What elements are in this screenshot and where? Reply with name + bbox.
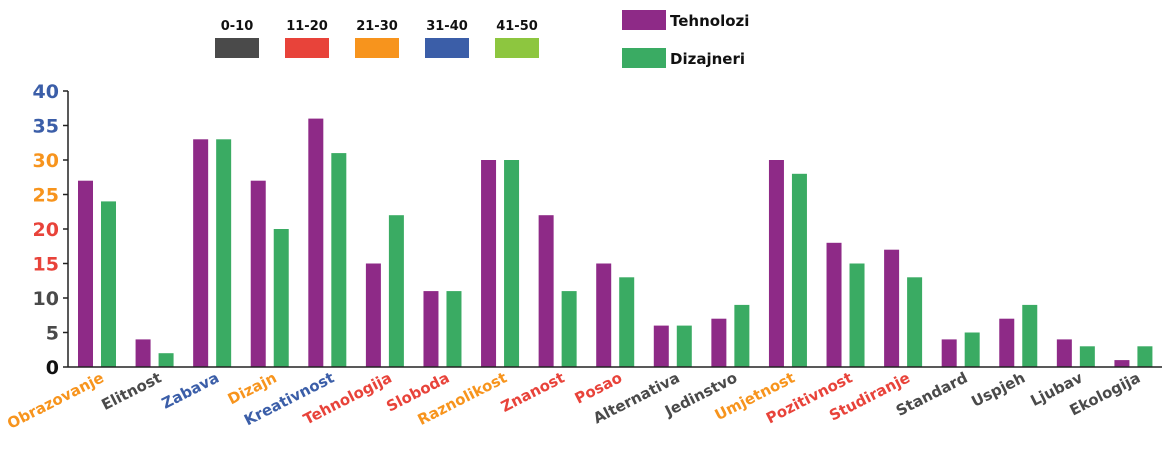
bar-tehnolozi bbox=[538, 215, 554, 367]
bar-tehnolozi bbox=[768, 160, 784, 367]
bar-dizajneri bbox=[158, 353, 174, 367]
bar-tehnolozi bbox=[941, 339, 957, 367]
y-tick-label: 5 bbox=[46, 323, 59, 345]
range-legend-swatch bbox=[215, 38, 259, 58]
y-tick-label: 0 bbox=[46, 357, 59, 379]
bar-tehnolozi bbox=[1056, 339, 1072, 367]
bar-tehnolozi bbox=[596, 263, 612, 367]
bar-dizajneri bbox=[619, 277, 635, 367]
range-legend-swatch bbox=[495, 38, 539, 58]
series-legend: Tehnolozi Dizajneri bbox=[622, 10, 749, 68]
bar-tehnolozi bbox=[308, 118, 324, 367]
bar-dizajneri bbox=[849, 263, 865, 367]
bar-dizajneri bbox=[1137, 346, 1153, 367]
series-legend-swatch bbox=[622, 10, 666, 30]
series-legend-label: Tehnolozi bbox=[670, 12, 749, 30]
y-axis: 0 5 10 15 20 25 30 35 40 bbox=[33, 81, 69, 379]
bar-dizajneri bbox=[504, 160, 520, 367]
bar-tehnolozi bbox=[481, 160, 497, 367]
bar-dizajneri bbox=[388, 215, 404, 367]
y-tick-label: 15 bbox=[33, 254, 59, 276]
series-legend-label: Dizajneri bbox=[670, 50, 745, 68]
bar-dizajneri bbox=[446, 291, 462, 367]
bar-tehnolozi bbox=[884, 249, 900, 367]
bar-tehnolozi bbox=[365, 263, 381, 367]
bar-tehnolozi bbox=[423, 291, 439, 367]
x-tick-label: Znanost bbox=[498, 369, 567, 416]
y-tick-label: 20 bbox=[33, 219, 59, 241]
y-tick-label: 10 bbox=[33, 288, 59, 310]
bar-dizajneri bbox=[273, 229, 289, 367]
bar-dizajneri bbox=[791, 173, 807, 367]
range-legend-label: 0-10 bbox=[221, 19, 254, 34]
bar-tehnolozi bbox=[1114, 360, 1130, 367]
y-tick-label: 30 bbox=[33, 150, 59, 172]
range-legend-swatch bbox=[285, 38, 329, 58]
bar-tehnolozi bbox=[250, 180, 266, 367]
bar-tehnolozi bbox=[653, 325, 669, 367]
bar-tehnolozi bbox=[826, 242, 842, 367]
range-legend-label: 11-20 bbox=[286, 19, 328, 34]
bar-tehnolozi bbox=[78, 180, 93, 367]
bar-dizajneri bbox=[734, 304, 750, 367]
bar-dizajneri bbox=[331, 153, 347, 367]
bar-dizajneri bbox=[907, 277, 923, 367]
bars bbox=[78, 118, 1153, 367]
bar-tehnolozi bbox=[135, 339, 151, 367]
x-tick-label: Uspjeh bbox=[968, 369, 1028, 411]
bar-dizajneri bbox=[216, 139, 232, 367]
bar-dizajneri bbox=[676, 325, 692, 367]
range-legend: 0-10 11-20 21-30 31-40 41-50 bbox=[215, 19, 539, 58]
y-tick-label: 35 bbox=[33, 116, 59, 138]
range-legend-label: 21-30 bbox=[356, 19, 398, 34]
bar-dizajneri bbox=[1022, 304, 1038, 367]
range-legend-label: 31-40 bbox=[426, 19, 468, 34]
bar-dizajneri bbox=[1079, 346, 1095, 367]
range-legend-swatch bbox=[355, 38, 399, 58]
y-tick-label: 40 bbox=[33, 81, 59, 103]
bar-tehnolozi bbox=[711, 318, 727, 367]
series-legend-swatch bbox=[622, 48, 666, 68]
bar-dizajneri bbox=[101, 201, 116, 367]
y-tick-label: 25 bbox=[33, 185, 59, 207]
range-legend-swatch bbox=[425, 38, 469, 58]
bar-dizajneri bbox=[561, 291, 577, 367]
bar-tehnolozi bbox=[193, 139, 209, 367]
range-legend-label: 41-50 bbox=[496, 19, 538, 34]
x-tick-label: Elitnost bbox=[98, 369, 164, 414]
bar-dizajneri bbox=[964, 332, 980, 367]
bar-tehnolozi bbox=[999, 318, 1015, 367]
x-tick-label: Zabava bbox=[159, 369, 222, 413]
